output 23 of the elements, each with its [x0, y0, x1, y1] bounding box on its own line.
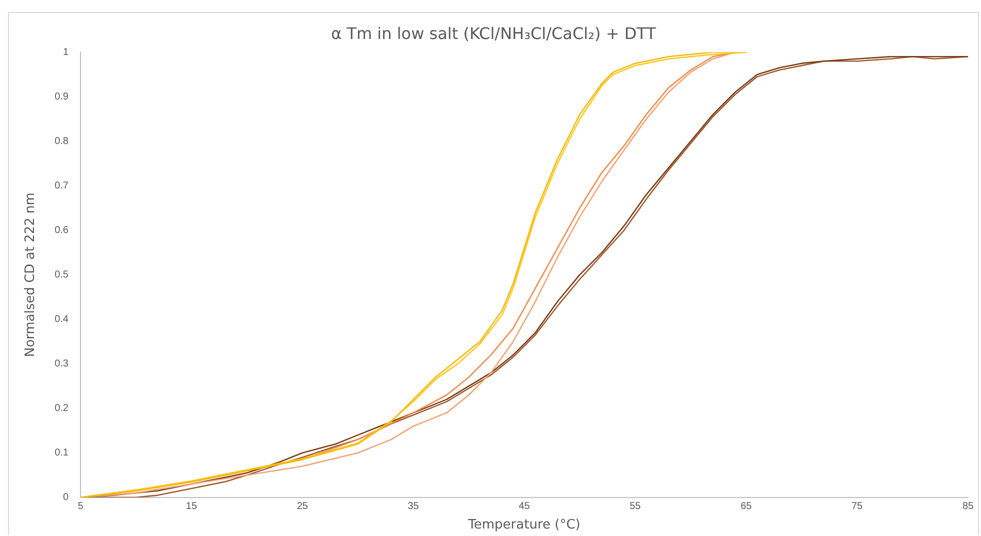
y-tick-label: 0.9	[54, 91, 69, 102]
x-tick-label: 35	[408, 501, 420, 512]
x-tick-label: 55	[630, 501, 642, 512]
y-tick-label: 0.8	[54, 136, 69, 147]
x-tick-label: 25	[296, 501, 308, 512]
x-tick-label: 65	[740, 501, 752, 512]
y-tick-label: 0.3	[54, 358, 69, 370]
y-tick-label: 0.2	[54, 403, 69, 414]
x-tick-label: 5	[78, 501, 84, 512]
x-tick-label: 15	[186, 501, 198, 512]
y-tick-label: 1	[62, 46, 69, 58]
x-tick-label: 85	[962, 501, 974, 512]
y-tick-label: 0	[62, 492, 69, 504]
y-tick-label: 0.4	[54, 314, 69, 326]
y-tick-label: 0.6	[54, 225, 69, 236]
y-axis-title: Normalsed CD at 222 nm	[23, 192, 38, 358]
chart-title: α Tm in low salt (KCl/NH₃Cl/CaCl₂) + DTT	[331, 24, 656, 43]
y-tick-label: 0.1	[54, 448, 69, 459]
y-tick-label: 0.7	[54, 180, 69, 192]
x-axis-title: Temperature (°C)	[467, 518, 580, 533]
x-tick-label: 75	[852, 501, 864, 512]
x-tick-label: 45	[518, 501, 530, 512]
y-tick-label: 0.5	[54, 270, 69, 281]
